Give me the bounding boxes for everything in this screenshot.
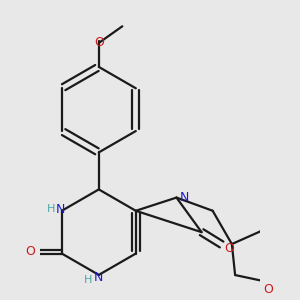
Text: O: O: [263, 283, 273, 296]
Text: N: N: [93, 271, 103, 284]
Text: N: N: [56, 202, 66, 216]
Text: O: O: [26, 245, 35, 258]
Text: N: N: [179, 191, 189, 204]
Text: O: O: [94, 36, 104, 49]
Text: O: O: [224, 242, 234, 256]
Text: H: H: [84, 275, 92, 285]
Text: H: H: [47, 204, 55, 214]
